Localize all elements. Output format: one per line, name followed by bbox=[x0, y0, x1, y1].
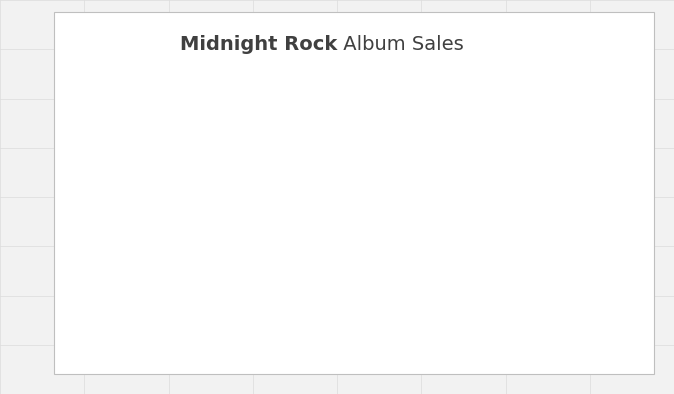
Bar bbox=[549, 97, 634, 312]
Text: 2510: 2510 bbox=[286, 198, 321, 212]
Text: Album Sales: Album Sales bbox=[337, 35, 464, 54]
Text: 4520: 4520 bbox=[472, 198, 507, 212]
Bar bbox=[270, 97, 336, 312]
Text: Midnight Rock: Midnight Rock bbox=[180, 35, 337, 54]
Text: 3500: 3500 bbox=[365, 198, 400, 212]
Bar bbox=[108, 97, 270, 312]
Bar bbox=[336, 97, 429, 312]
Text: 6100: 6100 bbox=[171, 198, 206, 212]
Text: 3160: 3160 bbox=[574, 198, 609, 212]
Bar bbox=[429, 97, 549, 312]
